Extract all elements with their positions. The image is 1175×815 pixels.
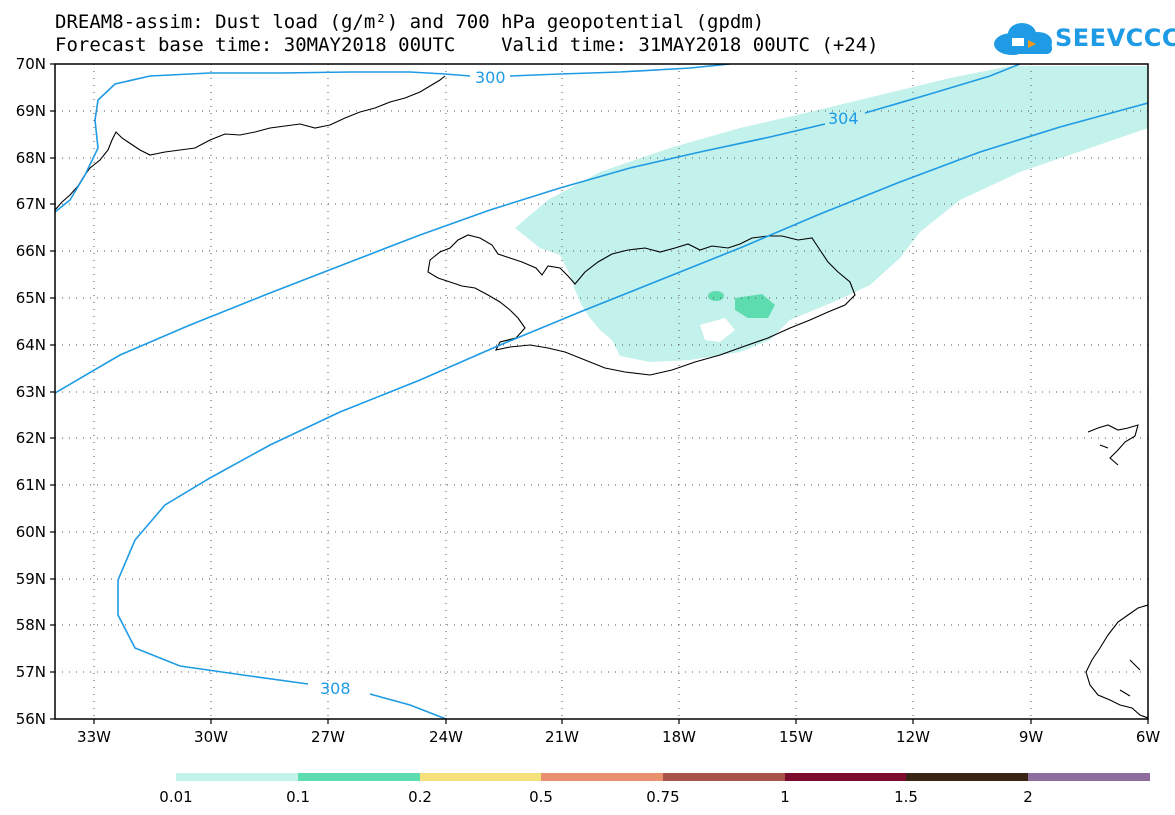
lat-label-62n: 62N: [16, 429, 46, 447]
lat-label-61n: 61N: [16, 476, 46, 494]
colorbar-swatch-1: [176, 773, 298, 781]
lon-label-18w: 18W: [662, 728, 696, 746]
colorbar-swatch-8: [1028, 773, 1150, 781]
colorbar-swatch-4: [541, 773, 663, 781]
lat-label-56n: 56N: [16, 710, 46, 728]
grid-lines: [55, 64, 1148, 719]
lat-label-67n: 67N: [16, 195, 46, 213]
contour-308-mid: [117, 102, 1148, 719]
dust-area-hole: [700, 318, 735, 342]
lat-label-70n: 70N: [16, 55, 46, 73]
lat-label-69n: 69N: [16, 102, 46, 120]
cloud-icon: [994, 23, 1052, 55]
lon-label-15w: 15W: [779, 728, 813, 746]
dust-area-light: [515, 66, 1148, 362]
contour-label-304: 304: [828, 109, 859, 128]
colorbar-swatch-5: [663, 773, 785, 781]
colorbar-label-0.01: 0.01: [159, 788, 192, 806]
faroe-coastline: [1087, 424, 1139, 466]
colorbar-label-0.5: 0.5: [529, 788, 553, 806]
lat-label-57n: 57N: [16, 663, 46, 681]
colorbar-label-1: 1: [780, 788, 790, 806]
lat-label-65n: 65N: [16, 289, 46, 307]
lat-label-58n: 58N: [16, 616, 46, 634]
lon-label-9w: 9W: [1019, 728, 1044, 746]
dust-area-medium-small: [708, 291, 724, 301]
lon-label-24w: 24W: [429, 728, 463, 746]
lat-label-66n: 66N: [16, 242, 46, 260]
colorbar-swatch-3: [420, 773, 541, 781]
colorbar-label-0.1: 0.1: [286, 788, 310, 806]
chart-subtitle: Forecast base time: 30MAY2018 00UTC Vali…: [55, 34, 879, 56]
lat-label-68n: 68N: [16, 149, 46, 167]
contour-304: [55, 64, 1021, 394]
contour-300: [55, 64, 731, 213]
lat-label-64n: 64N: [16, 336, 46, 354]
lat-label-60n: 60N: [16, 523, 46, 541]
scotland-coastline: [1085, 604, 1148, 719]
iceland-coastline: [427, 234, 856, 376]
lat-label-59n: 59N: [16, 570, 46, 588]
colorbar: [176, 773, 1150, 781]
colorbar-swatch-7: [906, 773, 1028, 781]
tick-marks: [50, 63, 1149, 724]
chart-title: DREAM8-assim: Dust load (g/m²) and 700 h…: [55, 11, 765, 33]
colorbar-label-0.2: 0.2: [408, 788, 432, 806]
colorbar-swatch-2: [298, 773, 420, 781]
lon-label-12w: 12W: [896, 728, 930, 746]
logo-text: SEEVCCC: [1055, 24, 1175, 52]
contour-label-300: 300: [475, 68, 506, 87]
lon-label-6w: 6W: [1136, 728, 1161, 746]
lat-label-63n: 63N: [16, 383, 46, 401]
colorbar-label-2: 2: [1023, 788, 1033, 806]
colorbar-label-1.5: 1.5: [894, 788, 918, 806]
greenland-coastline: [55, 75, 446, 211]
lon-label-33w: 33W: [77, 728, 111, 746]
colorbar-label-0.75: 0.75: [646, 788, 679, 806]
contour-label-308: 308: [320, 679, 351, 698]
lon-label-30w: 30W: [194, 728, 228, 746]
seevccc-logo: [994, 23, 1052, 55]
lon-label-21w: 21W: [545, 728, 579, 746]
colorbar-swatch-6: [785, 773, 906, 781]
lon-label-27w: 27W: [311, 728, 345, 746]
dust-area-medium: [735, 294, 775, 318]
